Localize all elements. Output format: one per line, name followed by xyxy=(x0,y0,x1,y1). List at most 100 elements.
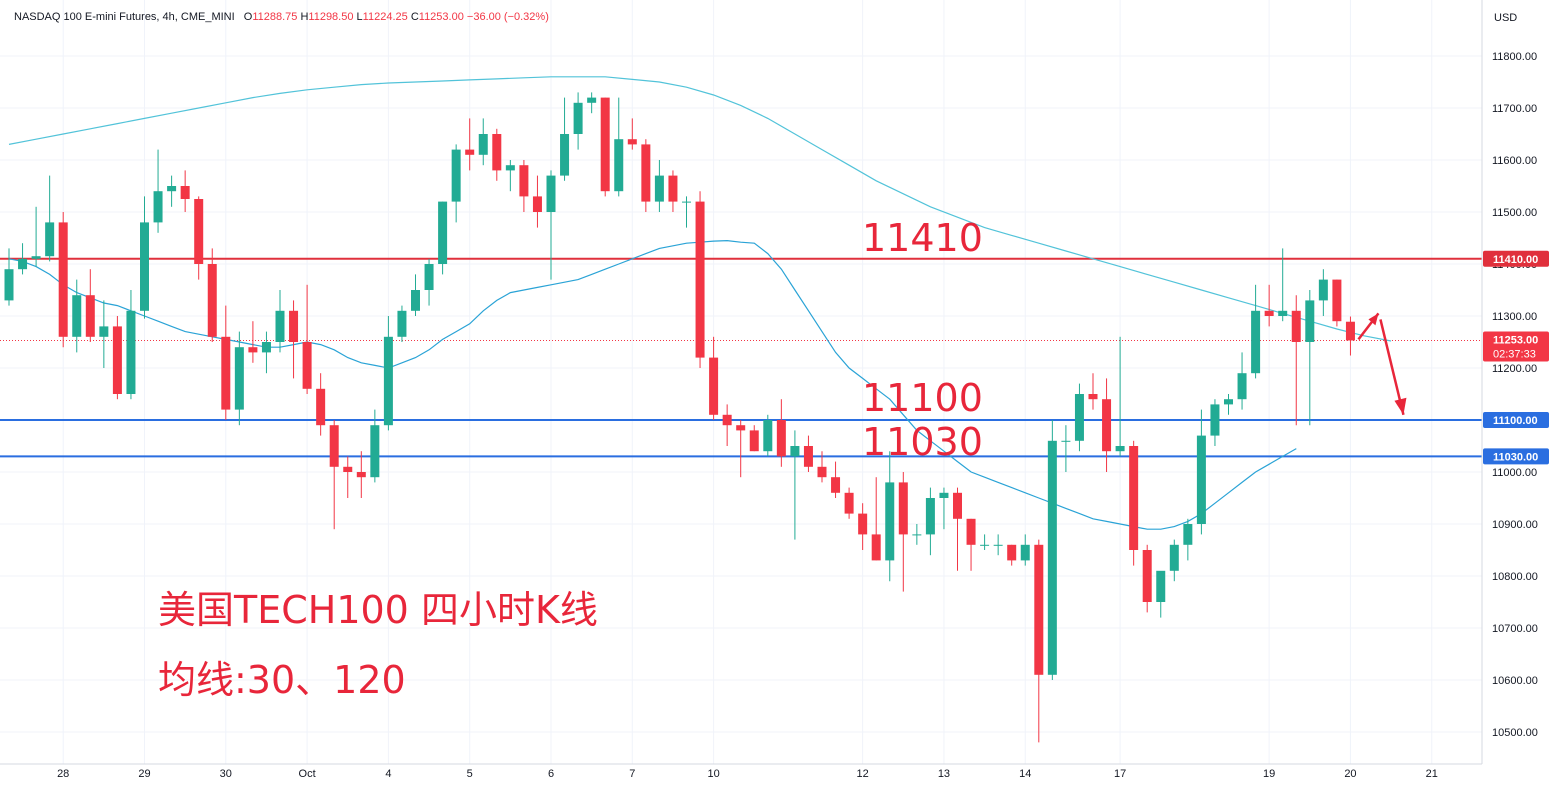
candle xyxy=(383,316,393,431)
candle xyxy=(194,196,204,280)
time-tick-label: 5 xyxy=(467,768,473,780)
candle xyxy=(289,300,299,379)
candle-body xyxy=(1007,544,1017,561)
candle-body xyxy=(831,477,841,493)
candle-body xyxy=(817,466,827,478)
time-tick-label: 30 xyxy=(220,768,232,780)
candle-body xyxy=(112,326,122,394)
candle-body xyxy=(654,175,664,202)
candle xyxy=(1318,269,1328,316)
candle xyxy=(844,487,854,519)
candle xyxy=(695,191,705,368)
price-tick-label: 11500.00 xyxy=(1492,207,1537,219)
candle-body xyxy=(140,222,149,311)
candle xyxy=(1224,394,1233,415)
candle xyxy=(871,477,881,561)
chart-legend-header: NASDAQ 100 E-mini Futures, 4h, CME_MINI … xyxy=(14,11,549,23)
candle xyxy=(221,305,231,420)
candle-body xyxy=(1264,310,1274,316)
candle-body xyxy=(316,388,326,426)
candle-body xyxy=(1183,524,1193,545)
candle xyxy=(709,336,719,420)
candle xyxy=(424,258,434,306)
candle xyxy=(1332,279,1342,327)
ma-line-ma120 xyxy=(8,76,1392,342)
candle-body xyxy=(1034,544,1044,675)
price-badge-text: 11410.00 xyxy=(1493,254,1538,266)
candle-body xyxy=(803,446,813,467)
candle xyxy=(1074,383,1084,452)
time-tick-label: 19 xyxy=(1263,768,1275,780)
candle xyxy=(654,160,664,212)
candle xyxy=(329,420,339,530)
candle xyxy=(1345,316,1355,356)
candle-body xyxy=(1345,321,1355,341)
candle xyxy=(180,170,190,212)
candle-body xyxy=(356,472,366,478)
candle xyxy=(261,331,271,374)
price-badge-bg xyxy=(1483,412,1549,428)
candle xyxy=(492,128,502,181)
candle-body xyxy=(221,336,231,410)
candle xyxy=(939,487,949,530)
candle-body xyxy=(1115,446,1125,452)
candle-body xyxy=(1237,373,1247,400)
candle xyxy=(763,414,773,457)
candle-body xyxy=(1074,394,1084,441)
candle xyxy=(858,503,868,550)
candle-body xyxy=(532,196,542,212)
price-badge-bg xyxy=(1483,250,1549,267)
candle-body xyxy=(1156,570,1166,602)
candle xyxy=(925,487,935,556)
candle xyxy=(1196,409,1206,535)
candle xyxy=(803,435,813,472)
candle xyxy=(641,139,651,212)
open-value: 11288.75 xyxy=(252,11,298,23)
candle-body xyxy=(614,139,624,192)
candle xyxy=(614,97,624,197)
candle xyxy=(356,451,366,498)
candle-body xyxy=(776,420,786,457)
candle-body xyxy=(275,310,285,342)
price-tick-label: 11600.00 xyxy=(1492,155,1537,167)
candle-body xyxy=(18,258,28,270)
time-tick-label: 6 xyxy=(548,768,554,780)
price-tick-label: 11000.00 xyxy=(1492,467,1537,479)
candle-body xyxy=(1142,550,1152,602)
candle xyxy=(451,144,461,223)
price-axis[interactable] xyxy=(1481,0,1556,791)
candle-body xyxy=(939,492,949,498)
candle xyxy=(573,92,583,150)
low-label: L xyxy=(356,11,363,23)
low-value: 11224.25 xyxy=(362,11,408,23)
candle-body xyxy=(438,201,448,264)
candle-body xyxy=(993,544,1003,546)
candle xyxy=(560,97,570,181)
candle-body xyxy=(329,425,339,467)
candle-body xyxy=(451,149,461,202)
candle-body xyxy=(465,149,475,155)
candle-body xyxy=(370,425,380,478)
candle xyxy=(1169,539,1179,582)
candle-body xyxy=(600,97,610,192)
close-label: C xyxy=(410,11,419,23)
candle xyxy=(438,201,448,275)
candle xyxy=(316,373,326,436)
candle-body xyxy=(72,295,82,337)
candle xyxy=(790,430,800,540)
candle xyxy=(140,196,149,319)
candle-body xyxy=(234,347,244,410)
candle-body xyxy=(126,310,136,394)
time-axis[interactable] xyxy=(0,763,1556,791)
candle-body xyxy=(1020,544,1030,561)
candle-body xyxy=(383,336,393,426)
price-tick-label: 11800.00 xyxy=(1492,51,1537,63)
candle-body xyxy=(4,269,14,301)
candle-body xyxy=(546,175,556,212)
candle-body xyxy=(1129,446,1139,550)
candle xyxy=(1142,544,1152,613)
price-tick-label: 10700.00 xyxy=(1492,623,1538,635)
candle-body xyxy=(1196,435,1206,524)
candle xyxy=(1264,284,1274,327)
